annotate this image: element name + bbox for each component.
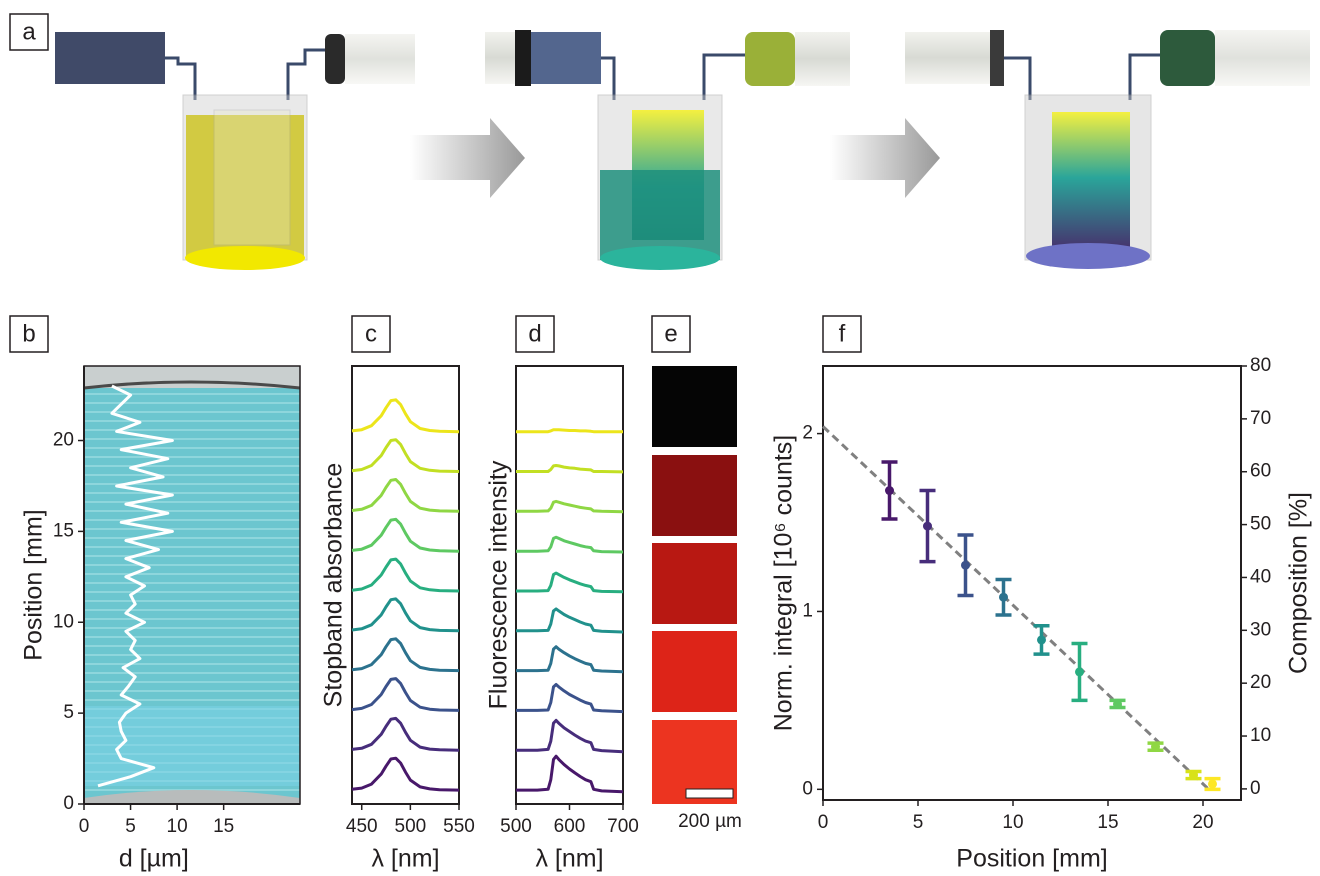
spectrum-line [352, 400, 459, 432]
spectrum-line [516, 647, 623, 672]
x-axis-label: d [µm] [119, 845, 189, 873]
fluorescence-images: e 200 µm [652, 316, 742, 832]
data-point [923, 522, 932, 531]
y2-axis-label: Composition [%] [1285, 492, 1313, 674]
y-tick-label: 10 [53, 611, 74, 632]
y-tick-label: 0 [63, 793, 74, 814]
spectrum-line [352, 559, 459, 591]
y2-tick-label: 50 [1250, 514, 1271, 535]
panel-label: c [365, 320, 377, 347]
y2-tick-label: 60 [1250, 461, 1271, 482]
x-tick-label: 15 [213, 816, 234, 837]
x-tick-label: 550 [443, 816, 475, 837]
data-point [1037, 635, 1046, 644]
illustration: a [10, 14, 1310, 270]
y2-tick-label: 10 [1250, 725, 1271, 746]
y2-tick-label: 70 [1250, 408, 1271, 429]
data-point [1075, 667, 1084, 676]
spectrum-line [352, 440, 459, 472]
panel-label: b [22, 320, 35, 347]
x-tick-label: 5 [913, 812, 924, 833]
spectrum-line [352, 758, 459, 790]
x-tick-label: 15 [1097, 812, 1118, 833]
y-axis-label: Norm. integral [10⁶ counts] [770, 435, 798, 732]
panel-label: a [22, 18, 36, 45]
data-point [1113, 699, 1122, 708]
y-tick-label: 2 [802, 423, 813, 444]
y2-tick-label: 20 [1250, 672, 1271, 693]
x-tick-label: 0 [79, 816, 90, 837]
scale-bar [686, 789, 733, 798]
spectrum-line [516, 720, 623, 751]
panel-label: e [664, 320, 677, 347]
data-point [999, 593, 1008, 602]
y-tick-label: 5 [63, 702, 74, 723]
x-tick-label: 700 [607, 816, 639, 837]
y-tick-label: 20 [53, 430, 74, 451]
data-point [961, 561, 970, 570]
spectrum-line [352, 679, 459, 711]
y-tick-label: 15 [53, 520, 74, 541]
x-tick-label: 20 [1192, 812, 1213, 833]
data-point [885, 486, 894, 495]
x-tick-label: 10 [167, 816, 188, 837]
y-axis-label: Position [mm] [20, 509, 48, 660]
y-axis-label: Fluorescence intensity [485, 460, 513, 709]
y-axis-label: Stopband absorbance [320, 463, 348, 708]
x-axis-label: Position [mm] [956, 845, 1107, 873]
spectrum-line [352, 519, 459, 551]
figure: a [0, 0, 1320, 876]
spectrum-line [352, 480, 459, 512]
x-tick-label: 500 [500, 816, 532, 837]
spectrum-line [516, 501, 623, 511]
x-tick-label: 450 [346, 816, 378, 837]
panel-label: f [839, 320, 846, 347]
x-tick-label: 0 [818, 812, 829, 833]
y2-tick-label: 80 [1250, 355, 1271, 376]
plot-frame [823, 366, 1241, 800]
spectrum-line [352, 599, 459, 631]
spectrum-line [516, 685, 623, 712]
fit-line [823, 427, 1209, 790]
y2-tick-label: 30 [1250, 619, 1271, 640]
x-axis-label: λ [nm] [371, 845, 439, 873]
x-tick-label: 10 [1002, 812, 1023, 833]
y2-tick-label: 0 [1250, 778, 1261, 799]
spectrum-line [516, 537, 623, 552]
data-point [1189, 771, 1198, 780]
y2-tick-label: 40 [1250, 566, 1271, 587]
spectrum-line [516, 573, 623, 592]
spectrum-line [352, 639, 459, 671]
data-point [1208, 779, 1217, 788]
x-tick-label: 600 [554, 816, 586, 837]
scale-bar-label: 200 µm [678, 811, 742, 832]
x-tick-label: 5 [125, 816, 136, 837]
y-tick-label: 0 [802, 778, 813, 799]
y-tick-label: 1 [802, 600, 813, 621]
spectrum-line [516, 756, 623, 792]
spectrum-line [516, 466, 623, 472]
spectrum-line [516, 430, 623, 432]
panel-label: d [528, 320, 541, 347]
data-point [1151, 742, 1160, 751]
spectrum-line [352, 718, 459, 750]
x-axis-label: λ [nm] [535, 845, 603, 873]
spectrum-line [516, 609, 623, 632]
x-tick-label: 500 [395, 816, 427, 837]
